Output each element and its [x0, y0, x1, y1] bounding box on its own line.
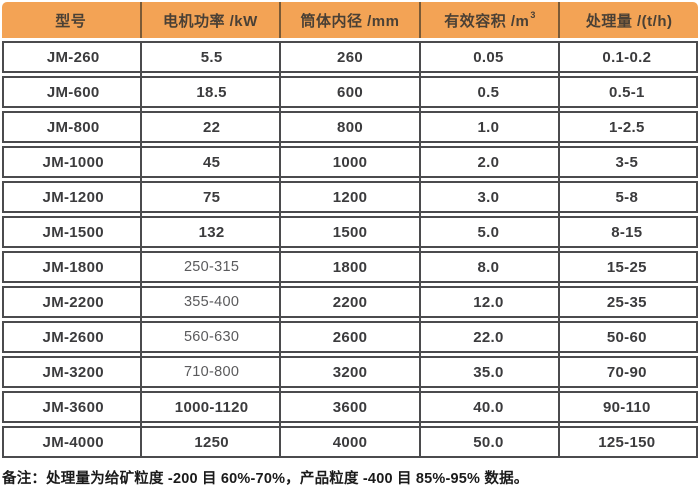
table-header-row: 型号 电机功率 /kW 筒体内径 /mm 有效容积 /m 3 处理量 /(t/h)	[2, 2, 698, 38]
cell-power: 250-315	[183, 259, 240, 275]
cell-diameter: 1200	[332, 188, 368, 206]
cell-capacity: 70-90	[606, 363, 647, 381]
cell-volume: 40.0	[473, 398, 504, 416]
cell-volume: 35.0	[473, 363, 504, 381]
table-row: JM-260 5.5 260 0.05 0.1-0.2	[2, 41, 698, 73]
cell-volume: 22.0	[473, 328, 504, 346]
cell-power: 132	[198, 223, 225, 241]
cell-power: 22	[202, 118, 221, 136]
table-row: JM-1800 250-315 1800 8.0 15-25	[2, 251, 698, 283]
table-row: JM-1500 132 1500 5.0 8-15	[2, 216, 698, 248]
column-header-capacity: 处理量 /(t/h)	[558, 2, 698, 38]
cell-model: JM-1000	[42, 153, 104, 171]
cell-diameter: 4000	[332, 433, 368, 451]
cell-power: 45	[202, 153, 221, 171]
cell-volume: 8.0	[477, 258, 500, 276]
cell-volume: 3.0	[477, 188, 500, 206]
cell-volume: 12.0	[473, 293, 504, 311]
cell-model: JM-260	[46, 48, 100, 66]
cell-diameter: 2600	[332, 328, 368, 346]
cell-diameter: 1000	[332, 153, 368, 171]
cell-power: 355-400	[183, 294, 240, 310]
column-header-diameter: 筒体内径 /mm	[279, 2, 419, 38]
cell-model: JM-1500	[42, 223, 104, 241]
cell-volume: 1.0	[477, 118, 500, 136]
cell-diameter: 1800	[332, 258, 368, 276]
cell-model: JM-3200	[42, 363, 104, 381]
cell-capacity: 15-25	[606, 258, 647, 276]
table-row: JM-1200 75 1200 3.0 5-8	[2, 181, 698, 213]
cell-power: 560-630	[183, 329, 240, 345]
cell-model: JM-1200	[42, 188, 104, 206]
cell-diameter: 600	[337, 83, 363, 101]
cell-model: JM-1800	[42, 258, 104, 276]
column-header-volume: 有效容积 /m 3	[418, 2, 559, 38]
cell-capacity: 25-35	[606, 293, 647, 311]
cell-model: JM-800	[46, 118, 100, 136]
cell-power: 75	[202, 188, 221, 206]
cell-capacity: 50-60	[606, 328, 647, 346]
table-body: JM-260 5.5 260 0.05 0.1-0.2 JM-600 18.5 600 0.5 0…	[2, 41, 698, 458]
table-row: JM-1000 45 1000 2.0 3-5	[2, 146, 698, 178]
cell-model: JM-600	[46, 83, 100, 101]
cell-volume: 2.0	[477, 153, 500, 171]
cell-model: JM-4000	[42, 433, 104, 451]
column-header-power: 电机功率 /kW	[139, 2, 280, 38]
cell-model: JM-3600	[42, 398, 104, 416]
cell-diameter: 1500	[332, 223, 368, 241]
cell-diameter: 2200	[332, 293, 368, 311]
cell-capacity: 8-15	[611, 223, 643, 241]
cell-capacity: 3-5	[615, 153, 639, 171]
cell-diameter: 3600	[332, 398, 368, 416]
table-row: JM-3600 1000-1120 3600 40.0 90-110	[2, 391, 698, 423]
cell-power: 18.5	[196, 83, 227, 101]
cell-model: JM-2600	[42, 328, 104, 346]
cell-power: 710-800	[183, 364, 240, 380]
cell-diameter: 260	[337, 48, 363, 66]
cell-power: 1250	[194, 433, 229, 451]
table-row: JM-3200 710-800 3200 35.0 70-90	[2, 356, 698, 388]
cell-power: 5.5	[200, 48, 223, 66]
cell-capacity: 0.1-0.2	[602, 48, 652, 66]
cell-capacity: 0.5-1	[608, 83, 645, 101]
cell-model: JM-2200	[42, 293, 104, 311]
cell-power: 1000-1120	[174, 398, 249, 416]
cell-diameter: 800	[337, 118, 363, 136]
table-row: JM-800 22 800 1.0 1-2.5	[2, 111, 698, 143]
table-rows: JM-260 5.5 260 0.05 0.1-0.2 JM-600 18.5 600 0.5 0…	[2, 41, 698, 458]
cell-volume: 5.0	[477, 223, 500, 241]
cell-capacity: 5-8	[615, 188, 639, 206]
cell-volume: 50.0	[473, 433, 504, 451]
cell-capacity: 90-110	[602, 398, 651, 416]
table-row: JM-2600 560-630 2600 22.0 50-60	[2, 321, 698, 353]
table-row: JM-600 18.5 600 0.5 0.5-1	[2, 76, 698, 108]
cell-volume: 0.05	[473, 48, 504, 66]
cell-capacity: 125-150	[598, 433, 656, 451]
table-row: JM-4000 1250 4000 50.0 125-150	[2, 426, 698, 458]
column-header-model: 型号	[55, 12, 87, 30]
table-footnote: 备注：处理量为给矿粒度 -200 目 60%-70%，产品粒度 -400 目 8…	[2, 471, 529, 487]
cell-diameter: 3200	[332, 363, 368, 381]
cell-capacity: 1-2.5	[608, 118, 645, 136]
table-row: JM-2200 355-400 2200 12.0 25-35	[2, 286, 698, 318]
cell-volume: 0.5	[477, 83, 500, 101]
